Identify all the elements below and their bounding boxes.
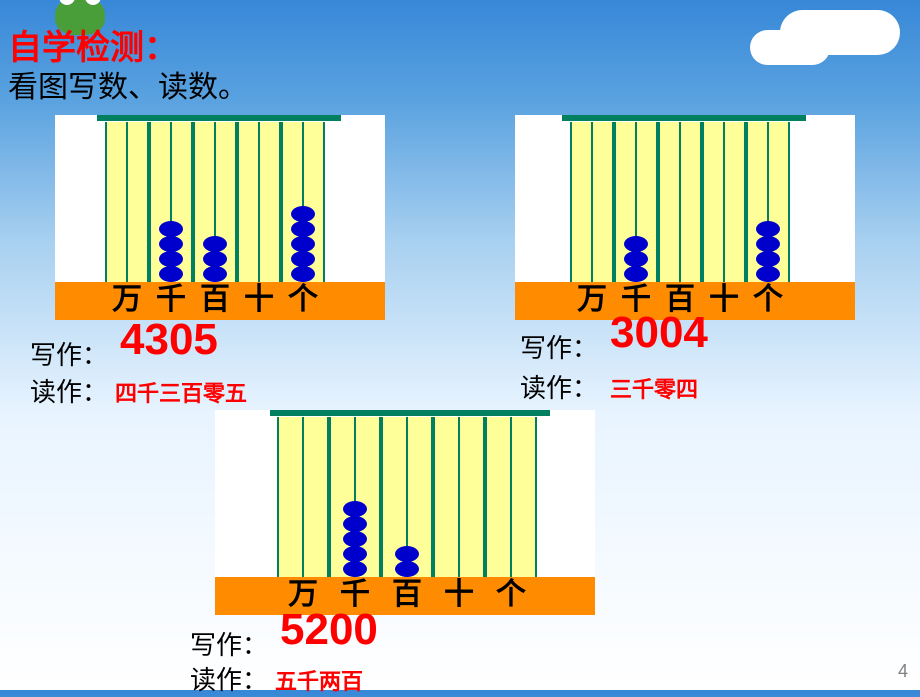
abacus-column [193, 122, 237, 282]
bead [291, 221, 315, 237]
frame-top [562, 115, 806, 121]
rod [510, 417, 512, 577]
bead [624, 236, 648, 252]
rod [723, 122, 725, 282]
read-label-3: 读作： [190, 660, 268, 697]
rod [679, 122, 681, 282]
abacus-column [277, 417, 329, 577]
rod [591, 122, 593, 282]
abacus-frame: 万 千 百 十 个 [515, 115, 855, 320]
bead [291, 206, 315, 222]
abacus-column [485, 417, 537, 577]
abacus-3: 万 千 百 十 个 [215, 410, 595, 615]
bead [159, 236, 183, 252]
bead [395, 546, 419, 562]
frame-top [270, 410, 550, 416]
abacus-column [281, 122, 325, 282]
frame-top [97, 115, 341, 121]
bead [291, 251, 315, 267]
abacus-column [702, 122, 746, 282]
read-label-2: 读作： [520, 368, 598, 405]
bead [343, 516, 367, 532]
abacus-column [570, 122, 614, 282]
bead [291, 236, 315, 252]
reading-1: 四千三百零五 [115, 376, 247, 408]
rod [258, 122, 260, 282]
reading-2: 三千零四 [610, 372, 698, 404]
number-1: 4305 [120, 315, 218, 365]
rod [302, 417, 304, 577]
bead [159, 221, 183, 237]
place-bai: 百 [193, 274, 237, 318]
abacus-frame: 万 千 百 十 个 [55, 115, 385, 320]
bead [343, 546, 367, 562]
bead [159, 251, 183, 267]
rod [126, 122, 128, 282]
number-3: 5200 [280, 605, 378, 655]
reading-3: 五千两百 [275, 664, 363, 696]
bead [756, 251, 780, 267]
abacus-column [658, 122, 702, 282]
abacus-column [381, 417, 433, 577]
place-wan: 万 [105, 274, 149, 318]
number-2: 3004 [610, 308, 708, 358]
bead [756, 221, 780, 237]
abacus-column [149, 122, 193, 282]
bead [203, 236, 227, 252]
abacus-column [237, 122, 281, 282]
bead [624, 251, 648, 267]
place-labels: 万 千 百 十 个 [105, 274, 325, 318]
place-shi: 十 [433, 569, 485, 613]
rod [458, 417, 460, 577]
write-label-3: 写作： [190, 625, 268, 662]
bead [343, 501, 367, 517]
abacus-column [614, 122, 658, 282]
place-qian: 千 [149, 274, 193, 318]
abacus-2: 万 千 百 十 个 [515, 115, 855, 320]
place-ge: 个 [485, 569, 537, 613]
write-label-1: 写作： [30, 335, 108, 372]
place-wan: 万 [570, 274, 614, 318]
abacus-frame: 万 千 百 十 个 [215, 410, 595, 615]
abacus-1: 万 千 百 十 个 [55, 115, 385, 320]
bead [203, 251, 227, 267]
bead [756, 236, 780, 252]
page-subtitle: 看图写数、读数。 [8, 62, 248, 106]
abacus-column [433, 417, 485, 577]
place-shi: 十 [702, 274, 746, 318]
place-bai: 百 [381, 569, 433, 613]
abacus-column [746, 122, 790, 282]
place-shi: 十 [237, 274, 281, 318]
place-ge: 个 [281, 274, 325, 318]
write-label-2: 写作： [520, 328, 598, 365]
place-ge: 个 [746, 274, 790, 318]
cloud-decoration [750, 30, 830, 65]
page-number: 4 [898, 661, 908, 682]
read-label-1: 读作： [30, 372, 108, 409]
abacus-column [329, 417, 381, 577]
abacus-column [105, 122, 149, 282]
bead [343, 531, 367, 547]
